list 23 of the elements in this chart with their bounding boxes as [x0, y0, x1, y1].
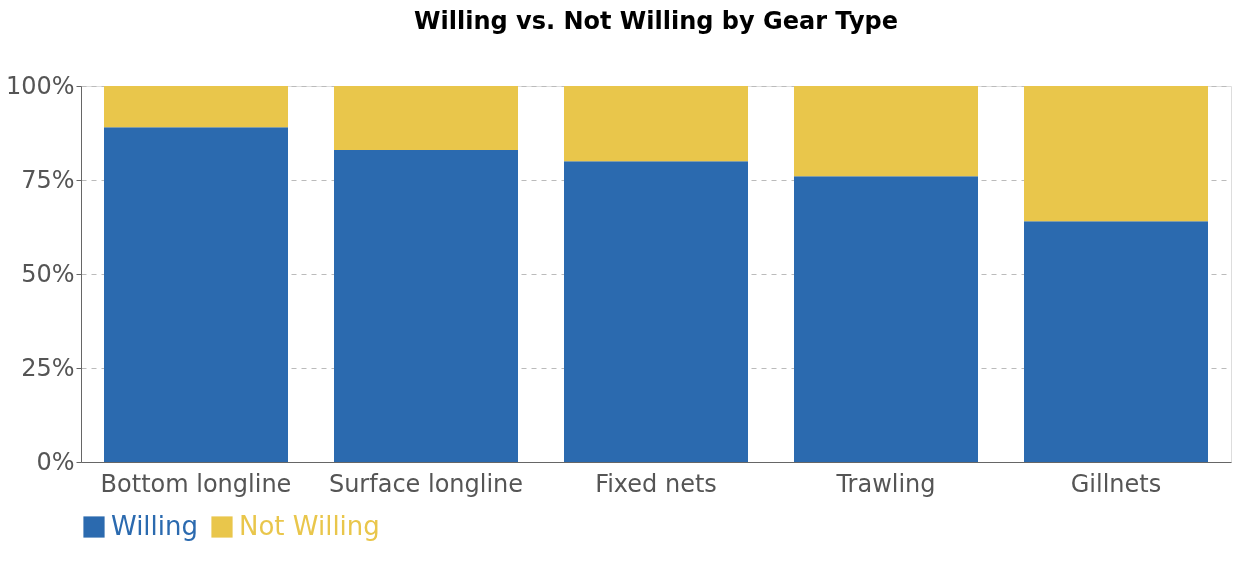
bar: [334, 86, 518, 150]
x-tick-label: Fixed nets: [595, 469, 717, 498]
x-tick-label: Surface longline: [328, 469, 524, 498]
bar: [564, 86, 748, 162]
bar: [564, 161, 748, 462]
bar: [104, 127, 288, 462]
legend-label: Not Willing: [239, 511, 380, 541]
y-tick-label: 50%: [21, 259, 75, 288]
x-tick-label: Gillnets: [1070, 469, 1162, 498]
x-tick-label: Trawling: [835, 469, 936, 498]
y-tick-label: 100%: [5, 71, 75, 100]
bar: [334, 149, 518, 462]
x-tick-label: Bottom longline: [100, 469, 292, 498]
bar: [794, 176, 978, 462]
y-tick-label: 75%: [21, 165, 75, 194]
y-tick-label: 0%: [36, 447, 75, 476]
chart-title: Willing vs. Not Willing by Gear Type: [414, 7, 898, 35]
y-tick-label: 25%: [21, 353, 75, 382]
bar: [1024, 86, 1208, 222]
bar: [104, 86, 288, 128]
bar: [1024, 221, 1208, 462]
legend-label: Willing: [111, 511, 199, 541]
bar: [794, 86, 978, 177]
